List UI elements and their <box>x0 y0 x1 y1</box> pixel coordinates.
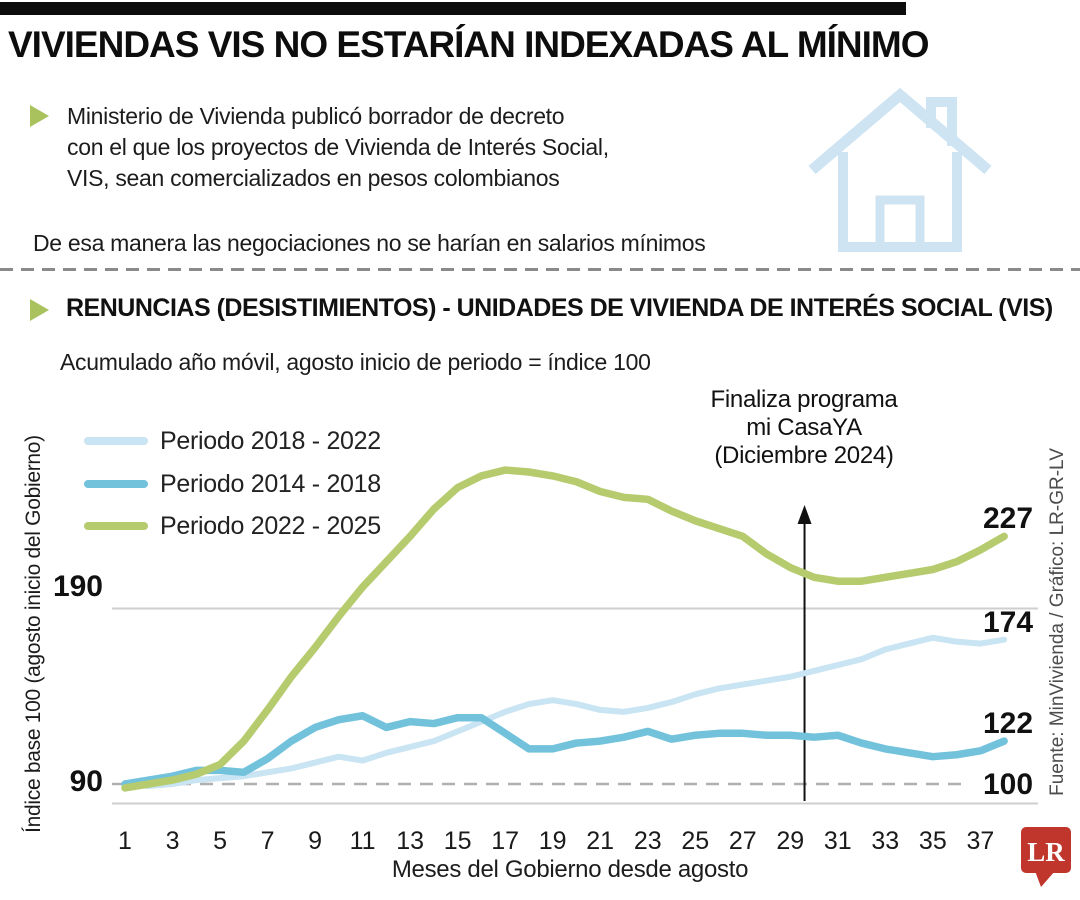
svg-text:31: 31 <box>824 827 852 855</box>
page-title: VIVIENDAS VIS NO ESTARÍAN INDEXADAS AL M… <box>8 24 930 65</box>
svg-text:15: 15 <box>444 827 472 855</box>
section-title: RENUNCIAS (DESISTIMIENTOS) - UNIDADES DE… <box>66 294 1053 322</box>
svg-text:21: 21 <box>586 827 614 855</box>
source-credit: Fuente: MinVivienda / Gráfico: LR-GR-LV <box>1047 448 1068 796</box>
lr-logo: LR <box>1021 827 1071 887</box>
lr-logo-text: LR <box>1027 837 1065 867</box>
legend-swatch-green <box>84 522 148 530</box>
y-tick-190: 190 <box>52 569 103 603</box>
svg-text:9: 9 <box>308 827 322 855</box>
svg-text:13: 13 <box>396 827 424 855</box>
baseline-value-label-100: 100 <box>982 768 1034 801</box>
end-value-label-227: 227 <box>982 502 1034 536</box>
legend-swatch-light-blue <box>84 437 148 445</box>
lede-note: De esa manera las negociaciones no se ha… <box>33 230 706 256</box>
x-axis-title: Meses del Gobierno desde agosto <box>391 856 749 883</box>
lede-line-1: Ministerio de Vivienda publicó borrador … <box>67 103 565 129</box>
top-black-bar <box>0 2 906 15</box>
svg-text:3: 3 <box>166 827 180 855</box>
chart-annotation: Finaliza programa mi CasaYA (Diciembre 2… <box>644 386 964 470</box>
legend-item-2014-2018: Periodo 2014 - 2018 <box>84 469 381 499</box>
svg-text:29: 29 <box>776 827 804 855</box>
annotation-line-3: (Diciembre 2024) <box>714 442 894 469</box>
svg-text:27: 27 <box>729 827 757 855</box>
svg-text:37: 37 <box>966 827 994 855</box>
lede-line-2: con el que los proyectos de Vivienda de … <box>67 134 609 160</box>
svg-text:35: 35 <box>919 827 947 855</box>
y-tick-90: 90 <box>69 764 103 798</box>
svg-text:19: 19 <box>539 827 567 855</box>
end-value-label-174: 174 <box>982 605 1034 639</box>
end-value-label-122: 122 <box>982 707 1034 741</box>
svg-text:7: 7 <box>261 827 275 855</box>
svg-text:25: 25 <box>681 827 709 855</box>
svg-text:11: 11 <box>350 827 376 855</box>
legend-label: Periodo 2022 - 2025 <box>160 511 381 540</box>
svg-text:17: 17 <box>491 827 519 855</box>
legend-item-2018-2022: Periodo 2018 - 2022 <box>84 426 381 456</box>
section-triangle-icon <box>30 299 49 321</box>
section-divider <box>0 268 1080 271</box>
house-icon <box>808 87 992 252</box>
legend-item-2022-2025: Periodo 2022 - 2025 <box>84 511 381 541</box>
bullet-triangle-icon <box>30 105 49 127</box>
section-subtitle: Acumulado año móvil, agosto inicio de pe… <box>60 349 651 375</box>
legend-label: Periodo 2014 - 2018 <box>160 469 381 498</box>
annotation-line-2: mi CasaYA <box>746 414 862 441</box>
svg-text:5: 5 <box>213 827 227 855</box>
annotation-line-1: Finaliza programa <box>710 386 898 413</box>
legend-swatch-mid-blue <box>84 480 148 488</box>
svg-text:23: 23 <box>634 827 662 855</box>
legend-label: Periodo 2018 - 2022 <box>160 426 381 455</box>
svg-text:1: 1 <box>118 827 132 855</box>
lede-paragraph: Ministerio de Vivienda publicó borrador … <box>67 101 609 194</box>
lede-line-3: VIS, sean comercializados en pesos colom… <box>67 165 560 191</box>
svg-text:33: 33 <box>871 827 899 855</box>
